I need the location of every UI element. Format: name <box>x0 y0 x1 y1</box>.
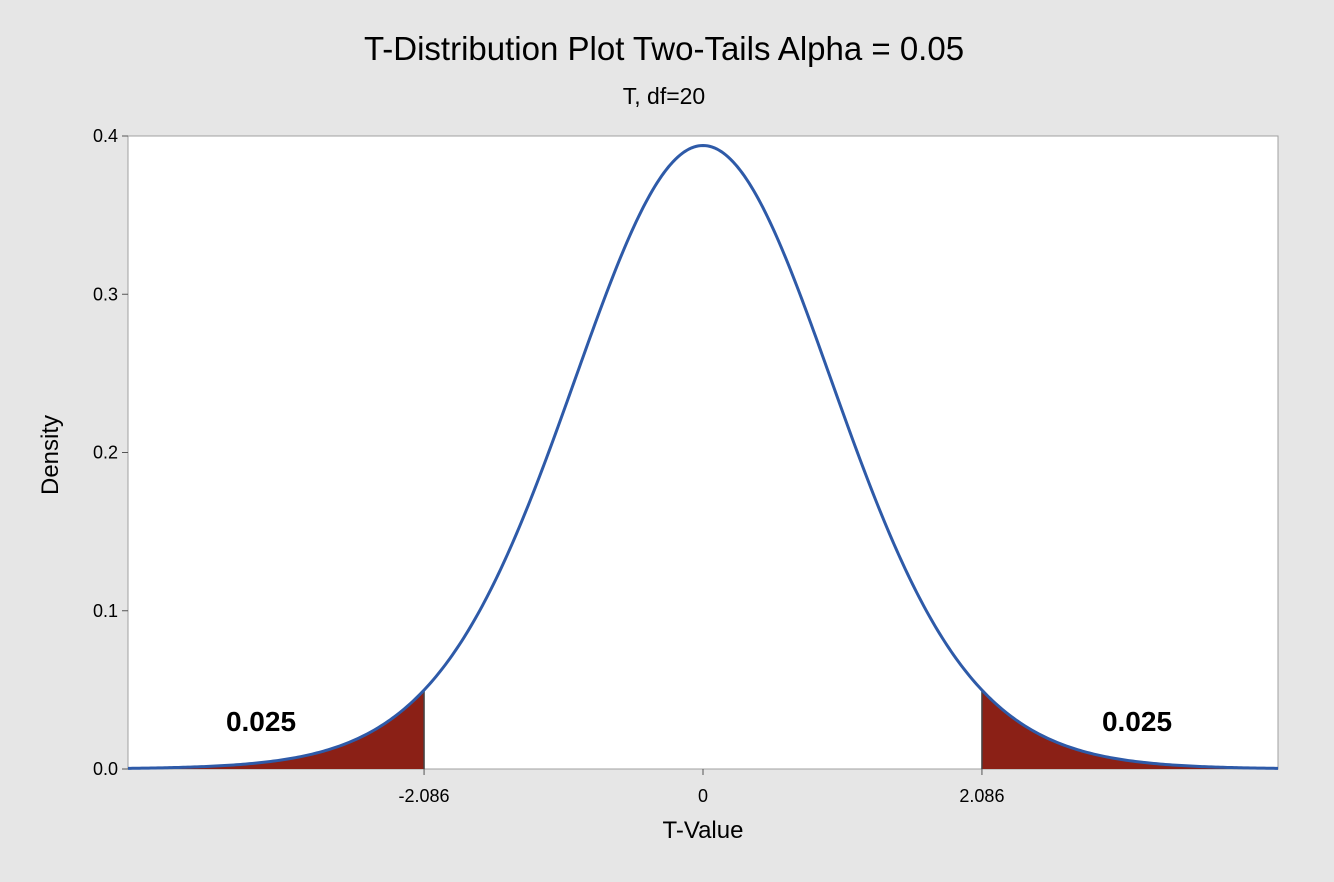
plot-area <box>127 135 1279 770</box>
y-axis-label: Density <box>37 415 64 495</box>
right-tail-area-label: 0.025 <box>1102 706 1172 737</box>
y-tick-label: 0.4 <box>93 126 118 146</box>
left-tail-region <box>128 690 425 769</box>
left-tail-area-label: 0.025 <box>226 706 296 737</box>
x-tick-label: 0 <box>698 786 708 806</box>
y-tick-label: 0.3 <box>93 284 118 304</box>
y-axis: 0.0 0.1 0.2 0.3 0.4 <box>93 126 128 779</box>
y-tick-label: 0.1 <box>93 601 118 621</box>
right-tail-region <box>981 690 1278 769</box>
chart-subtitle: T, df=20 <box>623 83 705 109</box>
density-curve <box>127 144 1279 770</box>
chart-title: T-Distribution Plot Two-Tails Alpha = 0.… <box>364 30 964 67</box>
x-tick-label: 2.086 <box>959 786 1004 806</box>
x-axis-label: T-Value <box>663 817 744 844</box>
y-tick-label: 0.2 <box>93 443 118 463</box>
x-tick-label: -2.086 <box>399 786 450 806</box>
x-axis: -2.086 0 2.086 <box>399 769 1004 806</box>
tail-regions <box>128 690 1278 769</box>
y-tick-label: 0.0 <box>93 759 118 779</box>
